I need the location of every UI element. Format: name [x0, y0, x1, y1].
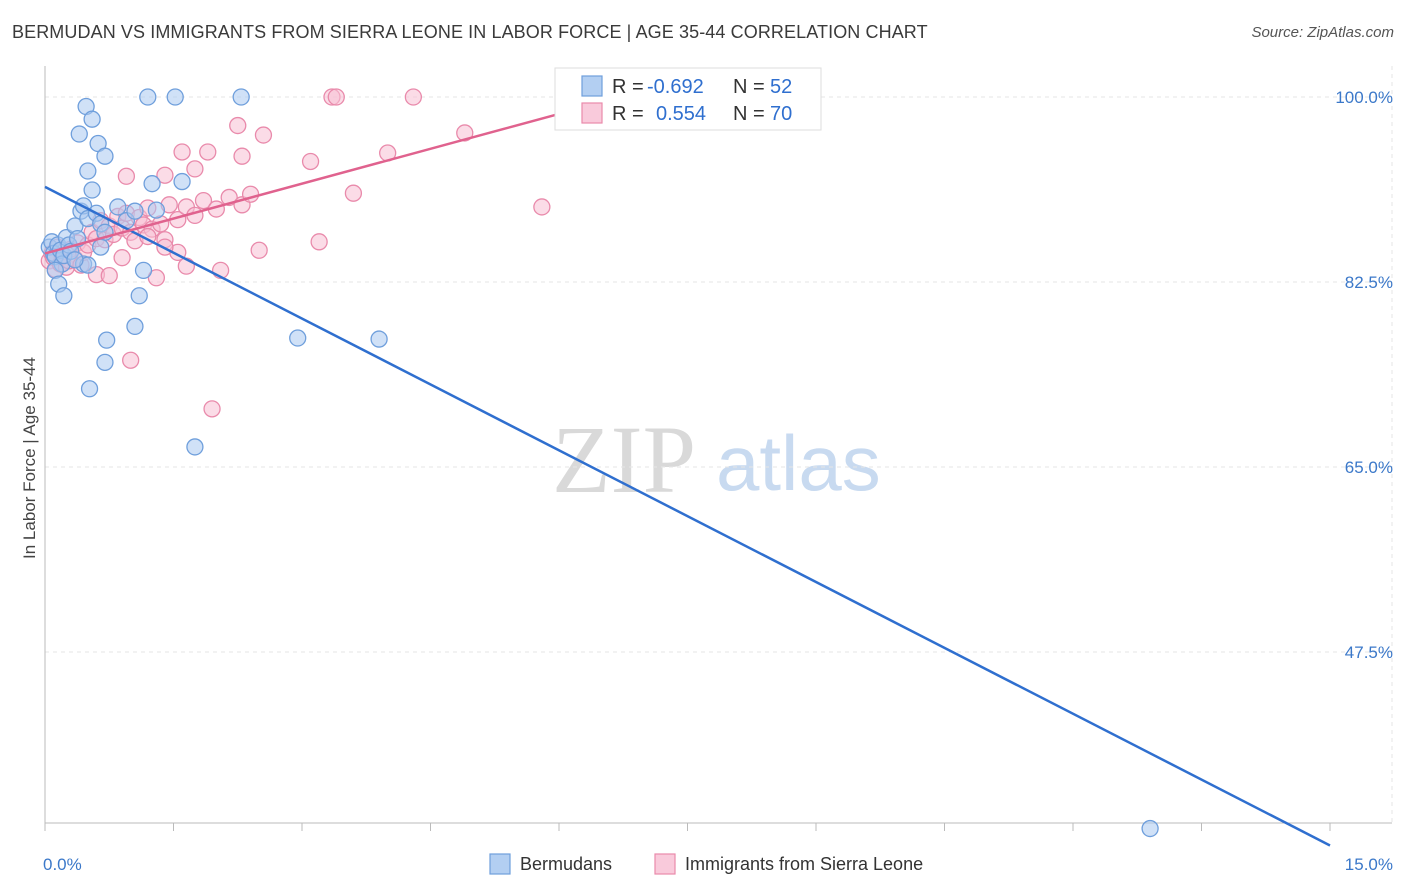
y-tick-label-0: 47.5% [1345, 643, 1393, 662]
bermudans-point-41 [134, 261, 153, 280]
sierra-leone-point-51 [301, 152, 320, 171]
legend-r-label-2: R = [612, 103, 644, 125]
axes [44, 66, 1392, 831]
sierra-leone-point-36 [194, 191, 213, 210]
bermudans-point-28 [79, 162, 97, 180]
gridlines [45, 66, 1393, 823]
bermudans-point-49 [370, 330, 388, 348]
bermudans-point-37 [232, 88, 250, 106]
sierra-leone-point-42 [147, 269, 166, 287]
y-tick-labels: 47.5% 65.0% 82.5% 100.0% [1335, 88, 1393, 662]
legend-swatch-blue [581, 75, 603, 97]
legend-n-value-2: 70 [770, 103, 792, 125]
bermudans-point-38 [92, 238, 110, 256]
sierra-leone-point-61 [327, 88, 345, 106]
bermudans-point-44 [98, 331, 116, 349]
sierra-leone-point-55 [199, 143, 217, 161]
sierra-leone-point-52 [233, 147, 251, 165]
bermudans-point-50 [1141, 819, 1159, 838]
sierra-leone-point-66 [122, 351, 140, 369]
legend-swatch-pink [581, 102, 603, 124]
chart-title: BERMUDAN VS IMMIGRANTS FROM SIERRA LEONE… [12, 22, 928, 42]
sierra-leone-point-49 [344, 184, 363, 202]
y-tick-label-1: 65.0% [1345, 458, 1393, 477]
sierra-leone-point-54 [229, 116, 247, 135]
sierra-leone-point-45 [100, 267, 118, 285]
trendline-bermudans [44, 185, 1331, 847]
sierra-leone-point-53 [254, 126, 273, 144]
bermudans-point-45 [96, 353, 114, 371]
sierra-leone-point-67 [203, 400, 221, 418]
bermudans-point-23 [70, 125, 88, 143]
y-tick-label-2: 82.5% [1345, 273, 1393, 292]
legend-r-label-1: R = [612, 76, 644, 98]
bermudans-point-33 [147, 201, 166, 219]
sierra-leone-point-57 [186, 160, 204, 178]
sierra-leone-point-56 [173, 143, 191, 161]
sierra-leone-point-47 [250, 241, 268, 259]
x-tick-label-1: 15.0% [1345, 855, 1393, 874]
bermudans-point-51 [66, 251, 84, 269]
legend-r-value-2: 0.554 [656, 103, 706, 125]
bermudans-point-36 [166, 88, 184, 106]
bermudans-point-27 [96, 147, 114, 165]
legend-sierra-leone-swatch [654, 853, 676, 875]
trendline-sierra-leone [44, 112, 560, 255]
correlation-legend: R = -0.692 N = 52 R = 0.554 N = 70 [554, 67, 822, 131]
legend-sierra-leone-label: Immigrants from Sierra Leone [685, 854, 923, 874]
series-bermudans-points [40, 88, 1159, 838]
bermudans-point-47 [186, 438, 204, 456]
x-tick-label-0: 0.0% [43, 855, 82, 874]
bermudans-point-34 [173, 172, 191, 191]
legend-n-label-2: N = [733, 103, 765, 125]
legend-n-label-1: N = [733, 76, 765, 98]
bermudans-point-35 [139, 88, 157, 106]
sierra-leone-point-41 [113, 249, 131, 267]
bermudans-point-31 [126, 202, 144, 220]
watermark: ZIP atlas [552, 406, 881, 513]
watermark-zip: ZIP [552, 406, 696, 513]
sierra-leone-point-63 [456, 124, 474, 142]
watermark-atlas: atlas [716, 419, 881, 507]
legend-r-value-1: -0.692 [647, 76, 704, 98]
bermudans-point-19 [83, 181, 101, 199]
legend-bermudans-label: Bermudans [520, 854, 612, 874]
bermudans-point-32 [143, 175, 161, 193]
bermudans-point-25 [83, 110, 101, 128]
bermudans-point-46 [80, 380, 99, 398]
y-tick-label-3: 100.0% [1335, 88, 1393, 107]
bermudans-point-42 [130, 287, 148, 305]
y-axis-label: In Labor Force | Age 35-44 [20, 357, 39, 559]
chart-source: Source: ZipAtlas.com [1251, 24, 1394, 41]
legend-bermudans-swatch [489, 853, 511, 875]
series-legend: Bermudans Immigrants from Sierra Leone [489, 853, 923, 875]
bermudans-point-13 [55, 287, 73, 305]
bermudans-point-43 [126, 317, 144, 336]
sierra-leone-point-48 [310, 233, 328, 251]
sierra-leone-point-59 [117, 167, 136, 185]
bermudans-point-48 [289, 329, 307, 347]
bermudans-point-29 [109, 198, 127, 216]
legend-n-value-1: 52 [770, 76, 792, 98]
sierra-leone-point-62 [404, 88, 423, 106]
sierra-leone-point-64 [533, 198, 551, 216]
sierra-leone-point-58 [156, 166, 174, 184]
x-tick-labels: 0.0% 15.0% [43, 855, 1393, 874]
